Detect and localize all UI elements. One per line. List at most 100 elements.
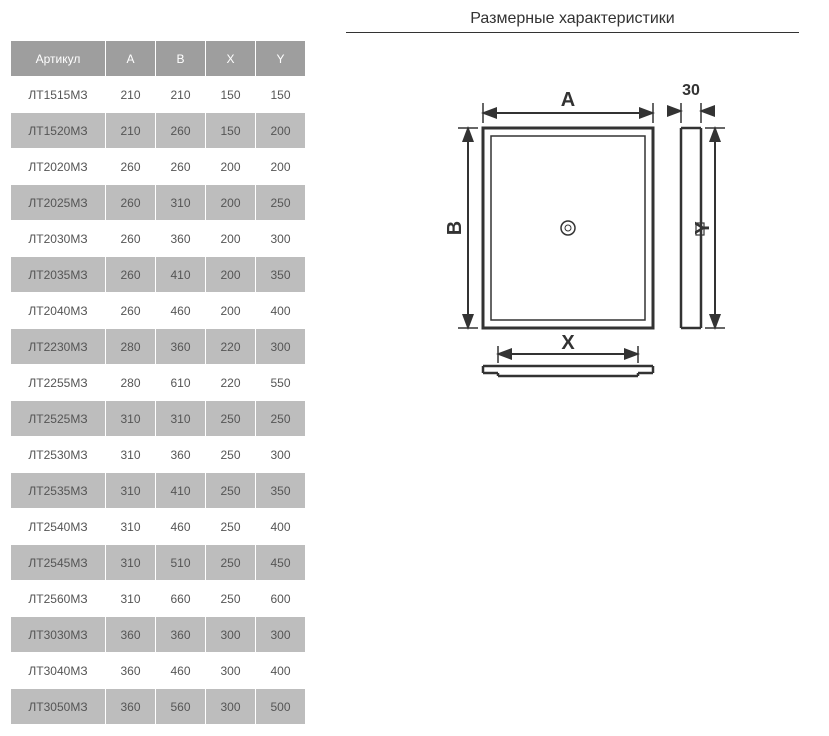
- label-y: Y: [692, 221, 714, 235]
- cell-dim: 360: [156, 329, 206, 365]
- cell-dim: 200: [206, 185, 256, 221]
- section-title: Размерные характеристики: [346, 10, 799, 33]
- table-row: ЛТ2020МЗ260260200200: [11, 149, 306, 185]
- cell-dim: 300: [256, 437, 306, 473]
- cell-dim: 360: [106, 617, 156, 653]
- col-header-b: B: [156, 41, 206, 77]
- cell-dim: 210: [106, 113, 156, 149]
- cell-dim: 250: [206, 401, 256, 437]
- cell-dim: 360: [156, 437, 206, 473]
- table-row: ЛТ3050МЗ360560300500: [11, 689, 306, 725]
- cell-dim: 200: [206, 221, 256, 257]
- cell-dim: 350: [256, 257, 306, 293]
- table-row: ЛТ1515МЗ210210150150: [11, 77, 306, 113]
- cell-article: ЛТ2040МЗ: [11, 293, 106, 329]
- cell-article: ЛТ3030МЗ: [11, 617, 106, 653]
- cell-article: ЛТ3050МЗ: [11, 689, 106, 725]
- cell-dim: 460: [156, 509, 206, 545]
- cell-dim: 210: [106, 77, 156, 113]
- label-x: X: [561, 332, 575, 354]
- cell-dim: 400: [256, 293, 306, 329]
- cell-article: ЛТ2530МЗ: [11, 437, 106, 473]
- cell-dim: 300: [256, 617, 306, 653]
- cell-dim: 210: [156, 77, 206, 113]
- cell-dim: 220: [206, 365, 256, 401]
- cell-dim: 260: [106, 221, 156, 257]
- cell-dim: 300: [206, 653, 256, 689]
- cell-dim: 450: [256, 545, 306, 581]
- cell-dim: 220: [206, 329, 256, 365]
- cell-article: ЛТ2545МЗ: [11, 545, 106, 581]
- cell-dim: 150: [256, 77, 306, 113]
- cell-dim: 200: [206, 149, 256, 185]
- dimension-diagram: A B 30: [413, 73, 733, 383]
- label-b: B: [444, 221, 466, 235]
- table-row: ЛТ3030МЗ360360300300: [11, 617, 306, 653]
- dimensions-table: Артикул A B X Y ЛТ1515МЗ210210150150ЛТ15…: [10, 40, 306, 725]
- cell-dim: 400: [256, 653, 306, 689]
- cell-dim: 200: [256, 149, 306, 185]
- table-row: ЛТ2025МЗ260310200250: [11, 185, 306, 221]
- table-row: ЛТ2035МЗ260410200350: [11, 257, 306, 293]
- table-row: ЛТ2530МЗ310360250300: [11, 437, 306, 473]
- cell-dim: 260: [156, 149, 206, 185]
- cell-dim: 460: [156, 653, 206, 689]
- cell-dim: 200: [206, 293, 256, 329]
- cell-dim: 360: [106, 653, 156, 689]
- cell-dim: 510: [156, 545, 206, 581]
- table-row: ЛТ2255МЗ280610220550: [11, 365, 306, 401]
- cell-dim: 300: [256, 221, 306, 257]
- table-row: ЛТ2230МЗ280360220300: [11, 329, 306, 365]
- cell-dim: 310: [106, 581, 156, 617]
- cell-dim: 250: [206, 437, 256, 473]
- cell-dim: 300: [256, 329, 306, 365]
- cell-dim: 310: [106, 545, 156, 581]
- col-header-x: X: [206, 41, 256, 77]
- table-header-row: Артикул A B X Y: [11, 41, 306, 77]
- cell-dim: 150: [206, 77, 256, 113]
- cell-dim: 260: [106, 185, 156, 221]
- cell-dim: 550: [256, 365, 306, 401]
- cell-dim: 250: [256, 401, 306, 437]
- cell-article: ЛТ2030МЗ: [11, 221, 106, 257]
- cell-article: ЛТ2560МЗ: [11, 581, 106, 617]
- col-header-y: Y: [256, 41, 306, 77]
- cell-dim: 660: [156, 581, 206, 617]
- cell-dim: 150: [206, 113, 256, 149]
- table-row: ЛТ2540МЗ310460250400: [11, 509, 306, 545]
- cell-article: ЛТ2535МЗ: [11, 473, 106, 509]
- table-row: ЛТ2545МЗ310510250450: [11, 545, 306, 581]
- cell-dim: 400: [256, 509, 306, 545]
- table-row: ЛТ2525МЗ310310250250: [11, 401, 306, 437]
- cell-dim: 360: [156, 617, 206, 653]
- cell-dim: 250: [206, 509, 256, 545]
- cell-dim: 600: [256, 581, 306, 617]
- cell-dim: 300: [206, 617, 256, 653]
- cell-dim: 280: [106, 365, 156, 401]
- cell-dim: 250: [206, 581, 256, 617]
- cell-article: ЛТ1515МЗ: [11, 77, 106, 113]
- table-row: ЛТ2040МЗ260460200400: [11, 293, 306, 329]
- cell-dim: 410: [156, 257, 206, 293]
- cell-dim: 250: [256, 185, 306, 221]
- cell-dim: 610: [156, 365, 206, 401]
- cell-article: ЛТ2025МЗ: [11, 185, 106, 221]
- cell-dim: 410: [156, 473, 206, 509]
- cell-dim: 460: [156, 293, 206, 329]
- label-30: 30: [682, 82, 700, 99]
- cell-dim: 310: [156, 185, 206, 221]
- cell-dim: 200: [256, 113, 306, 149]
- cell-dim: 260: [106, 257, 156, 293]
- cell-dim: 250: [206, 473, 256, 509]
- cell-article: ЛТ2540МЗ: [11, 509, 106, 545]
- cell-dim: 280: [106, 329, 156, 365]
- cell-dim: 310: [106, 473, 156, 509]
- cell-dim: 260: [106, 149, 156, 185]
- cell-dim: 300: [206, 689, 256, 725]
- cell-article: ЛТ2525МЗ: [11, 401, 106, 437]
- col-header-a: A: [106, 41, 156, 77]
- table-row: ЛТ2030МЗ260360200300: [11, 221, 306, 257]
- cell-dim: 310: [106, 437, 156, 473]
- cell-dim: 310: [156, 401, 206, 437]
- cell-article: ЛТ1520МЗ: [11, 113, 106, 149]
